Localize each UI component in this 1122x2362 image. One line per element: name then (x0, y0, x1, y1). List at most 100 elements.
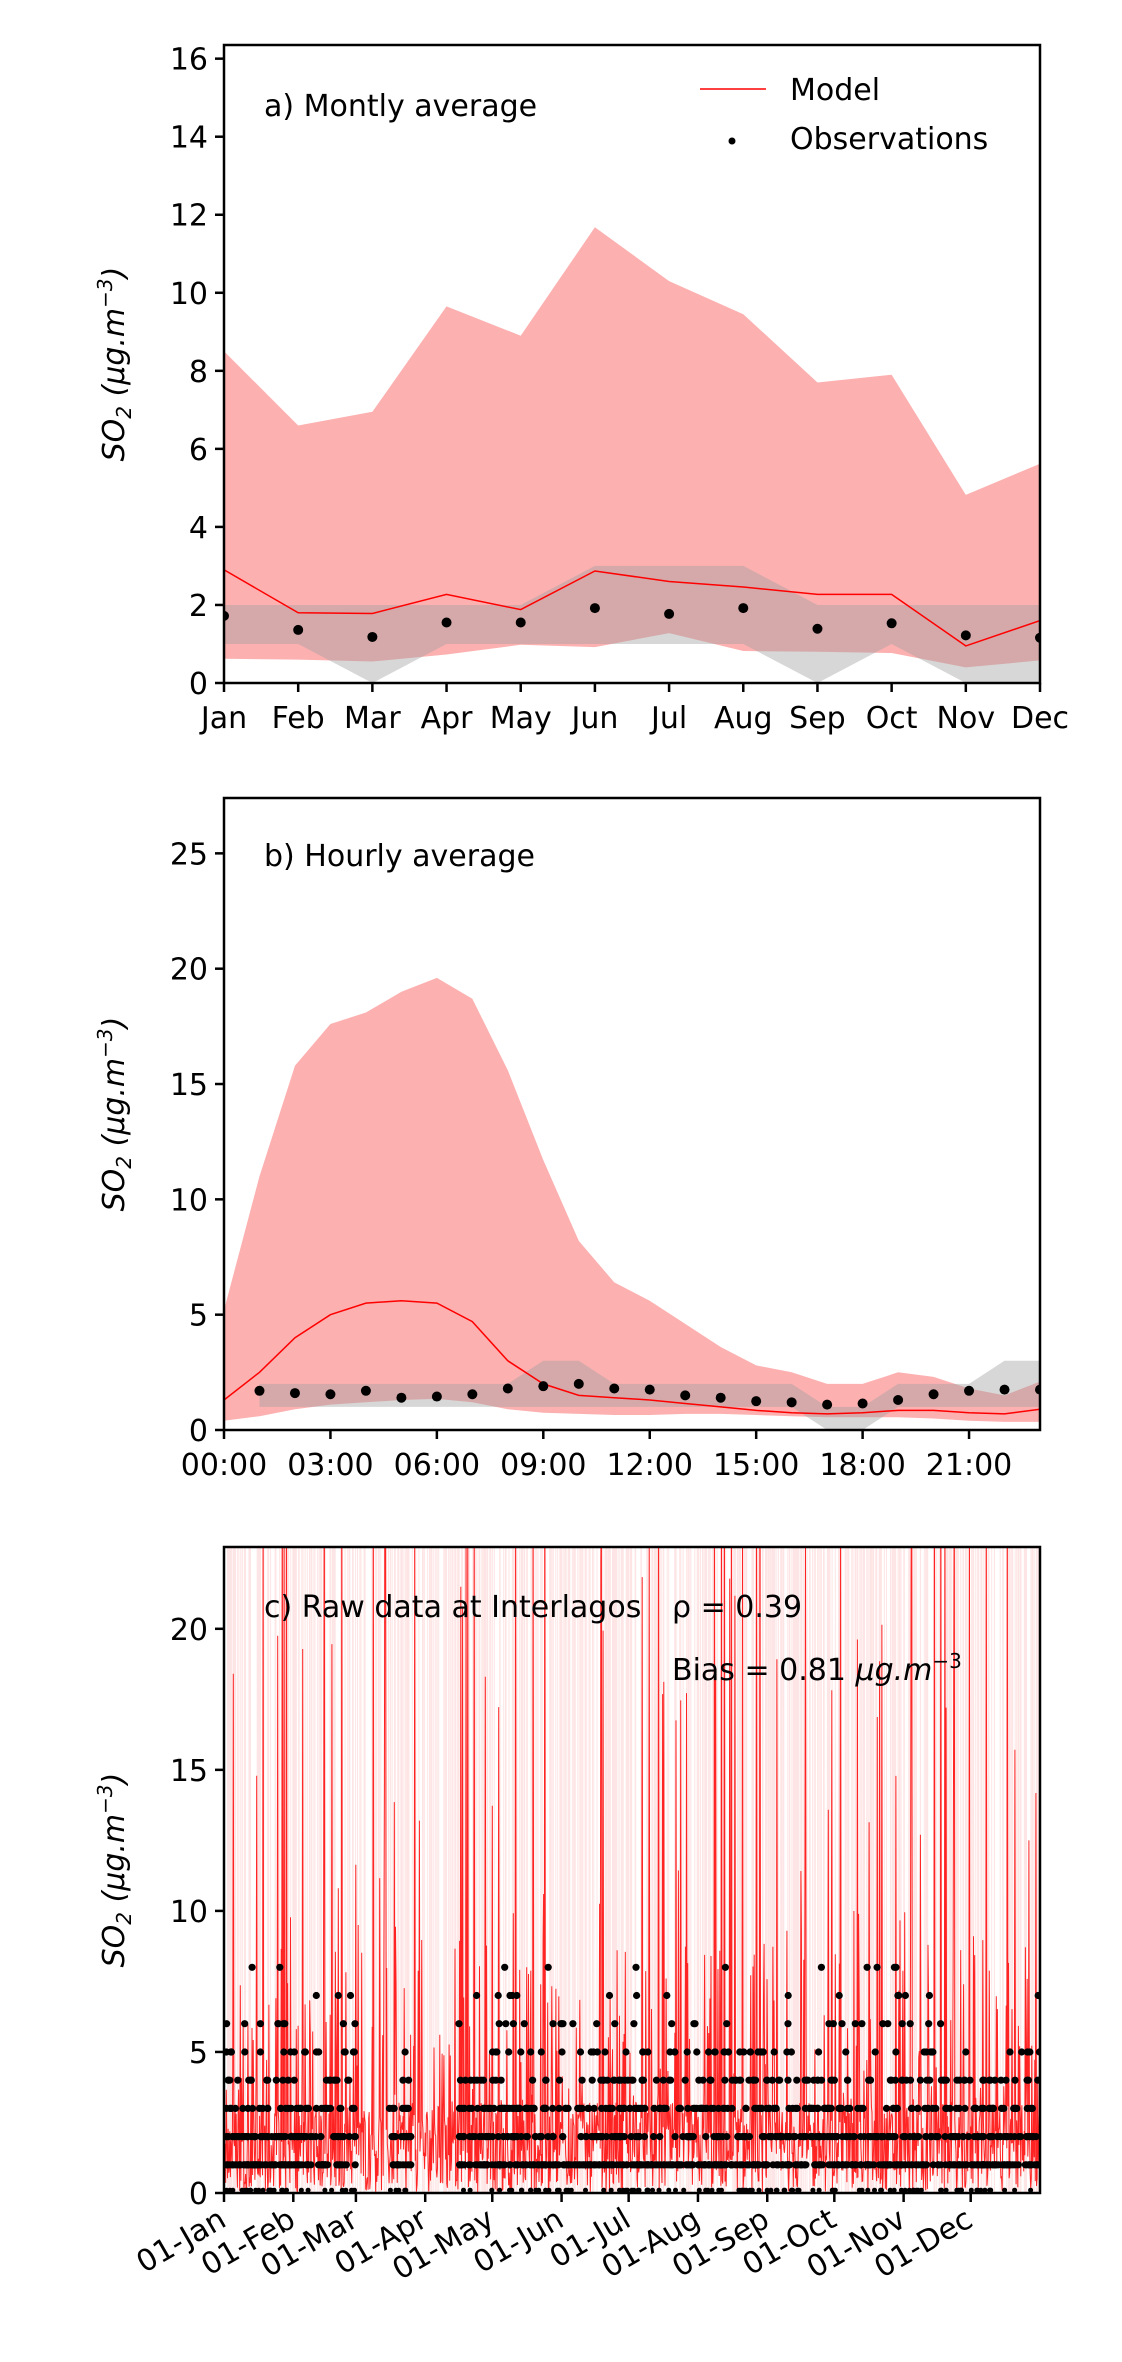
observations-range-band (224, 565, 1040, 683)
observation-point (543, 2187, 549, 2193)
observation-point (351, 2161, 359, 2169)
observation-point (301, 2048, 309, 2056)
observation-point (659, 2076, 667, 2084)
observation-point (942, 2104, 950, 2112)
y-tick-label: 6 (189, 433, 208, 468)
observation-point (886, 2076, 895, 2084)
observation-point (1028, 2187, 1034, 2193)
legend-observations-swatch (728, 137, 736, 145)
observation-point (909, 2133, 917, 2141)
observation-point (289, 1388, 300, 1399)
observation-point (263, 2133, 271, 2141)
observation-point (728, 2104, 736, 2112)
observation-point (872, 2187, 877, 2193)
observation-point (668, 2020, 676, 2028)
observation-point (941, 2133, 949, 2141)
observation-point (1006, 2048, 1014, 2056)
observation-point (822, 1399, 833, 1410)
observation-point (349, 2187, 354, 2193)
observation-point (851, 2161, 859, 2169)
observation-point (544, 2133, 552, 2141)
observation-point (701, 2161, 709, 2169)
observation-point (986, 2133, 994, 2141)
observation-point (652, 2076, 661, 2084)
observation-point (473, 1991, 481, 2000)
observation-point (1024, 2076, 1032, 2084)
observation-point (549, 2161, 557, 2169)
observation-point (1010, 2133, 1019, 2141)
observation-point (505, 2048, 513, 2056)
observation-point (842, 2133, 850, 2141)
observation-point (351, 2020, 359, 2028)
observation-point (567, 2161, 575, 2169)
observation-point (1008, 2161, 1017, 2169)
y-tick-label: 20 (170, 953, 208, 988)
observation-point (838, 2020, 846, 2028)
observation-point (234, 2076, 242, 2084)
observation-point (763, 2161, 771, 2169)
observation-point (638, 2104, 646, 2112)
observation-point (387, 2187, 393, 2193)
observation-point (279, 2020, 287, 2028)
observation-point (989, 2104, 997, 2112)
observation-point (863, 2161, 871, 2169)
observation-point (480, 2104, 488, 2112)
observation-point (871, 2048, 879, 2056)
observation-point (401, 2048, 409, 2056)
observation-point (239, 2187, 245, 2193)
observation-point (617, 2187, 622, 2193)
observation-point (878, 2187, 884, 2193)
observation-point (969, 2161, 978, 2169)
observation-point (465, 2104, 473, 2112)
observation-point (702, 2133, 710, 2141)
x-tick-label: Apr (421, 701, 474, 736)
observation-point (526, 2161, 535, 2169)
observation-point (776, 2076, 784, 2084)
observation-point (326, 2076, 334, 2084)
x-tick-label: Aug (714, 701, 773, 736)
observation-point (271, 2187, 277, 2193)
observation-point (312, 2048, 320, 2056)
observation-point (765, 2133, 773, 2141)
y-tick-label: 16 (170, 43, 208, 78)
observation-point (690, 2020, 698, 2028)
observation-point (964, 1385, 975, 1396)
observation-point (630, 2020, 638, 2028)
observation-point (693, 2048, 701, 2056)
model-raw-background (227, 1547, 1039, 2193)
observation-point (268, 2133, 276, 2141)
observation-point (1017, 2133, 1025, 2141)
observation-point (818, 2161, 827, 2169)
observation-point (616, 2161, 624, 2169)
correlation-annotation: ρ = 0.39 (672, 1590, 802, 1625)
observation-point (850, 2133, 858, 2141)
observation-point (588, 2076, 596, 2084)
observation-point (230, 2187, 236, 2193)
observation-point (538, 1381, 549, 1392)
observation-point (224, 2133, 232, 2141)
observation-point (898, 2187, 904, 2193)
observation-point (980, 2076, 988, 2084)
observation-point (260, 2187, 266, 2193)
observation-point (724, 2048, 733, 2056)
observation-point (801, 2104, 810, 2112)
observation-point (579, 2161, 587, 2169)
observation-point (542, 2104, 550, 2112)
observation-point (639, 2076, 648, 2084)
observation-point (277, 2104, 285, 2112)
observation-point (684, 2104, 692, 2112)
observation-point (522, 2104, 530, 2112)
observation-point (873, 2133, 881, 2141)
observation-point (960, 630, 971, 641)
observation-point (640, 2133, 649, 2141)
observation-point (512, 2161, 520, 2169)
observation-point (825, 2104, 833, 2112)
observation-point (694, 2161, 702, 2169)
observation-point (667, 2076, 675, 2084)
observation-point (673, 2187, 678, 2193)
observation-point (475, 2133, 483, 2141)
observation-point (247, 2076, 255, 2084)
observation-point (796, 2133, 805, 2141)
observation-point (393, 2161, 402, 2169)
